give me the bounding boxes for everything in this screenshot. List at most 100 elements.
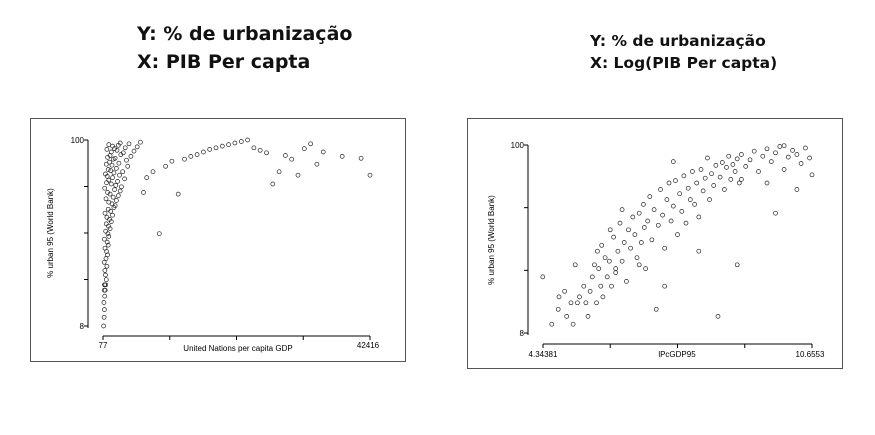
right-data-point: [587, 288, 593, 294]
right-data-point: [732, 169, 738, 174]
right-data-point: [599, 242, 605, 248]
right-data-point: [626, 227, 631, 233]
left-data-point: [102, 293, 108, 299]
left-data-point: [175, 191, 181, 197]
right-data-point: [756, 169, 761, 174]
right-data-point: [615, 248, 621, 254]
right-data-point: [687, 197, 693, 202]
right-data-point: [709, 171, 714, 177]
left-data-point: [112, 187, 117, 192]
right-scatter-chart: % urban 95 (World Bank) lPcGDP95 100 8 4…: [487, 141, 825, 359]
left-data-point: [144, 175, 150, 180]
right-data-point: [564, 314, 570, 319]
left-data-point: [103, 171, 108, 177]
left-data-point: [219, 143, 225, 149]
right-data-point: [711, 183, 717, 188]
right-data-point: [747, 157, 753, 163]
right-x-tick-label-max: 10.6553: [796, 350, 825, 359]
left-data-point: [104, 214, 110, 220]
left-x-tick-label-min: 77: [99, 341, 108, 350]
left-data-point: [169, 158, 175, 164]
right-data-point: [707, 197, 712, 202]
right-data-point: [734, 156, 740, 162]
left-data-point: [119, 184, 124, 190]
left-data-point: [105, 167, 111, 172]
left-data-point: [102, 287, 108, 293]
right-data-point: [715, 314, 721, 319]
left-y-tick-label-bottom: 8: [80, 322, 85, 331]
left-y-tick-label-top: 100: [71, 136, 85, 145]
right-data-point: [773, 150, 778, 156]
right-data-point: [743, 164, 749, 169]
right-data-point: [617, 220, 623, 226]
right-data-point: [773, 210, 778, 216]
left-data-point: [107, 226, 113, 232]
left-data-point: [138, 139, 143, 145]
right-data-point: [624, 279, 629, 284]
right-data-point: [685, 185, 691, 191]
left-data-point: [108, 181, 114, 187]
left-data-point: [264, 150, 269, 156]
left-data-point: [339, 154, 345, 159]
right-data-point: [670, 203, 676, 209]
left-data-point: [320, 149, 326, 155]
left-data-point: [156, 231, 162, 237]
right-data-point: [604, 274, 610, 280]
right-y-axis-label: % urban 95 (World Bank): [487, 195, 496, 285]
left-data-point: [102, 210, 108, 216]
left-data-point: [117, 140, 123, 146]
right-data-point: [705, 155, 710, 161]
right-data-point: [764, 180, 770, 186]
left-data-point: [270, 181, 276, 187]
right-data-point: [696, 214, 702, 220]
left-data-point: [122, 145, 128, 151]
right-data-point: [764, 146, 770, 152]
right-data-point: [562, 288, 567, 294]
right-data-point: [634, 255, 640, 261]
right-data-point: [717, 174, 723, 180]
right-data-point: [702, 175, 708, 181]
left-data-point: [114, 198, 119, 203]
right-data-point: [794, 187, 800, 192]
left-data-point: [201, 149, 206, 155]
right-data-point: [726, 153, 732, 159]
right-data-point: [728, 177, 734, 182]
left-x-tick-label-max: 42416: [357, 341, 380, 350]
left-data-point: [106, 142, 112, 147]
right-y-tick-label-bottom: 8: [520, 329, 525, 338]
left-data-point: [111, 170, 117, 176]
left-data-point: [108, 149, 114, 155]
right-data-point: [540, 274, 546, 280]
right-data-point: [713, 163, 719, 168]
right-data-point: [660, 212, 665, 218]
right-data-point: [698, 167, 704, 172]
right-data-point: [619, 258, 625, 264]
right-data-point: [549, 321, 555, 327]
left-data-point: [115, 179, 120, 184]
left-data-point: [301, 146, 307, 151]
left-data-point: [101, 323, 106, 329]
left-data-point: [104, 239, 110, 245]
right-x-tick-label-min: 4.34381: [529, 350, 558, 359]
right-data-point: [700, 188, 706, 194]
left-data-point: [251, 145, 257, 151]
left-data-point: [103, 272, 108, 278]
left-data-point: [103, 277, 109, 283]
left-data-point: [105, 252, 110, 258]
left-y-axis-label: % urban 95 (World Bank): [46, 188, 55, 278]
right-data-point: [794, 152, 800, 157]
left-data-point: [102, 185, 108, 191]
left-data-point: [106, 234, 112, 239]
right-data-point: [751, 148, 757, 154]
left-caption-y: Y: % de urbanização: [137, 23, 353, 45]
right-data-point: [655, 222, 661, 228]
left-data-point: [314, 161, 320, 167]
left-data-point: [367, 172, 373, 178]
left-data-point: [245, 137, 250, 143]
left-data-point: [102, 236, 107, 242]
left-data-point: [358, 155, 364, 161]
right-data-point: [643, 266, 648, 271]
left-data-point: [101, 259, 107, 265]
right-data-point: [683, 220, 689, 226]
right-data-point: [638, 240, 644, 245]
